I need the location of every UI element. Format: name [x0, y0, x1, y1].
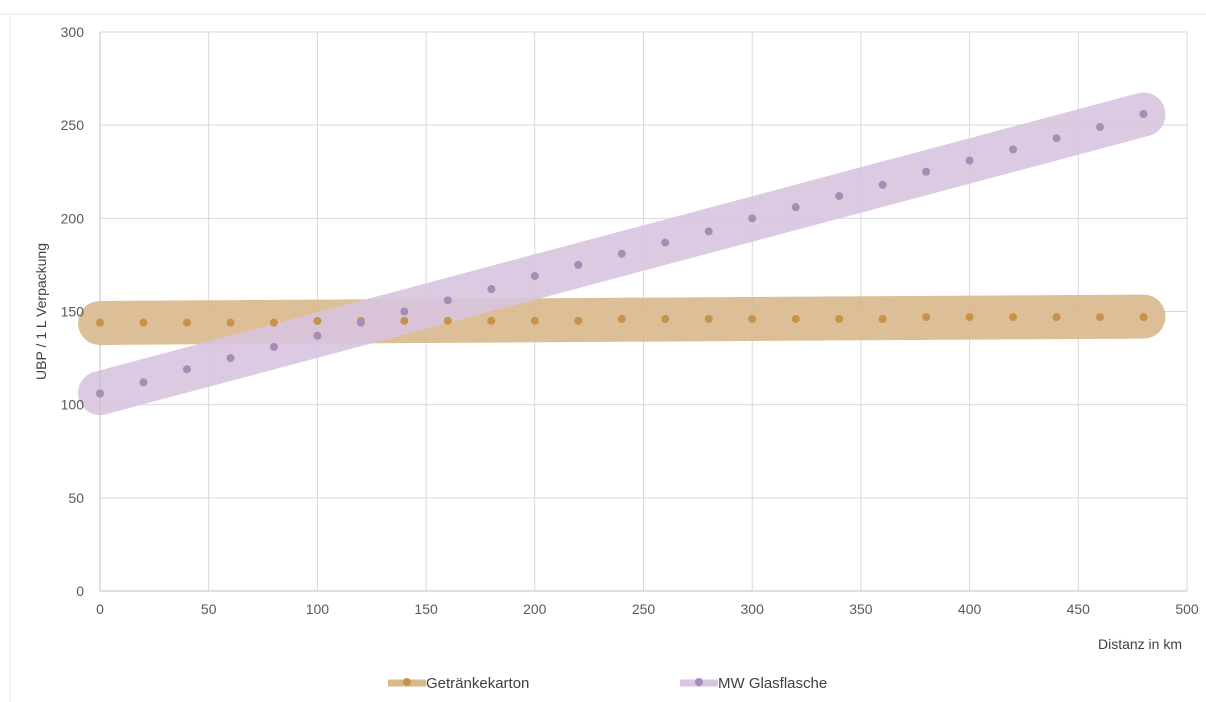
x-tick-label: 450 [1067, 601, 1091, 617]
data-point-mw-glasflasche [791, 203, 800, 212]
x-axis-title: Distanz in km [1098, 636, 1182, 652]
data-point-mw-glasflasche [443, 296, 452, 305]
data-point-mw-glasflasche [1052, 134, 1061, 143]
data-point-mw-glasflasche [835, 191, 844, 200]
data-point-mw-glasflasche [530, 272, 539, 281]
data-point-getraenkekarton [878, 314, 887, 323]
data-point-getraenkekarton [791, 314, 800, 323]
y-tick-label: 50 [68, 490, 84, 506]
data-point-mw-glasflasche [1139, 109, 1148, 118]
y-axis-title: UBP / 1 L Verpackung [33, 243, 49, 380]
y-tick-label: 100 [61, 397, 85, 413]
legend-label: MW Glasflasche [718, 675, 827, 692]
data-point-getraenkekarton [704, 314, 713, 323]
data-point-getraenkekarton [226, 318, 235, 327]
x-tick-label: 50 [201, 601, 217, 617]
data-point-getraenkekarton [96, 318, 104, 327]
data-point-getraenkekarton [1052, 313, 1061, 322]
data-point-mw-glasflasche [965, 156, 974, 165]
legend-swatch-point [403, 678, 411, 686]
data-point-mw-glasflasche [313, 331, 322, 340]
data-point-mw-glasflasche [922, 167, 931, 176]
axis-layer [99, 32, 1187, 592]
y-tick-label: 0 [76, 583, 84, 599]
x-tick-label: 0 [96, 601, 104, 617]
label-layer: 0 50 100 150 200 250 300 0 50 100 150 200 250 300 350 4… [33, 24, 1199, 652]
x-tick-label: 400 [958, 601, 982, 617]
x-tick-label: 100 [306, 601, 330, 617]
legend-item-mw-glasflasche: MW Glasflasche [680, 675, 827, 692]
data-point-mw-glasflasche [661, 238, 670, 247]
x-tick-label: 150 [414, 601, 438, 617]
legend: Getränkekarton MW Glasflasche [388, 675, 827, 692]
data-point-getraenkekarton [313, 316, 322, 325]
data-point-mw-glasflasche [182, 365, 191, 374]
x-tick-label: 350 [849, 601, 873, 617]
data-point-getraenkekarton [617, 314, 626, 323]
data-point-getraenkekarton [139, 318, 148, 327]
data-point-getraenkekarton [574, 316, 583, 325]
data-point-mw-glasflasche [1009, 145, 1018, 154]
data-point-getraenkekarton [487, 316, 496, 325]
data-point-getraenkekarton [530, 316, 539, 325]
legend-label: Getränkekarton [426, 675, 529, 692]
data-point-getraenkekarton [269, 318, 278, 327]
y-tick-label: 300 [61, 24, 85, 40]
data-point-getraenkekarton [922, 313, 931, 322]
data-point-mw-glasflasche [617, 249, 626, 258]
x-tick-label: 300 [741, 601, 765, 617]
legend-item-getraenkekarton: Getränkekarton [388, 675, 529, 692]
data-point-mw-glasflasche [878, 180, 887, 189]
y-tick-label: 250 [61, 117, 85, 133]
data-point-mw-glasflasche [487, 285, 496, 294]
data-point-mw-glasflasche [269, 342, 278, 351]
data-point-mw-glasflasche [1096, 123, 1105, 132]
data-point-mw-glasflasche [704, 227, 713, 236]
data-point-mw-glasflasche [574, 260, 583, 269]
data-point-getraenkekarton [400, 316, 409, 325]
data-point-getraenkekarton [965, 313, 974, 322]
data-point-mw-glasflasche [400, 307, 409, 316]
x-tick-label: 200 [523, 601, 547, 617]
y-tick-label: 200 [61, 210, 85, 226]
data-point-getraenkekarton [748, 314, 757, 323]
legend-swatch-point [695, 678, 703, 686]
point-layer [96, 109, 1148, 398]
x-tick-label: 250 [632, 601, 656, 617]
data-point-getraenkekarton [835, 314, 844, 323]
data-point-getraenkekarton [182, 318, 191, 327]
data-point-getraenkekarton [1009, 313, 1018, 322]
data-point-getraenkekarton [661, 314, 670, 323]
data-point-mw-glasflasche [356, 318, 365, 327]
data-point-getraenkekarton [443, 316, 452, 325]
x-tick-label: 500 [1175, 601, 1199, 617]
data-point-getraenkekarton [1139, 313, 1148, 322]
data-point-mw-glasflasche [226, 354, 235, 363]
data-point-mw-glasflasche [139, 378, 148, 387]
y-tick-label: 150 [61, 304, 85, 320]
data-point-getraenkekarton [1096, 313, 1105, 322]
data-point-mw-glasflasche [748, 214, 757, 223]
data-point-mw-glasflasche [96, 389, 104, 398]
